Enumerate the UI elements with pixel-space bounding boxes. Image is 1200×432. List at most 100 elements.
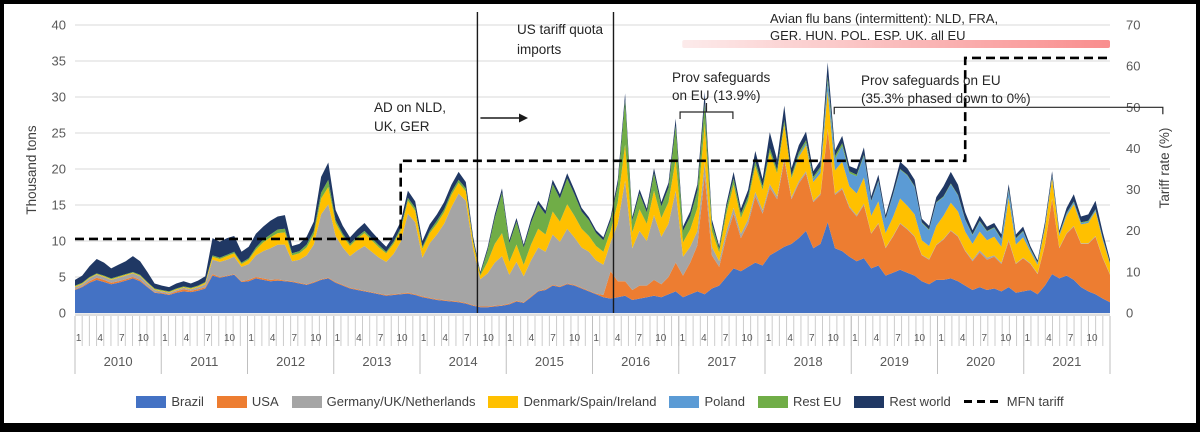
y-left-tick-label: 20 [52, 162, 66, 177]
legend-label: Poland [704, 394, 745, 409]
month-tick-label: 4 [701, 333, 707, 344]
legend-label: MFN tariff [1006, 394, 1064, 409]
area-series-poland [75, 81, 1110, 293]
y-right-tick-label: 0 [1126, 306, 1133, 321]
ad-label: UK, GER [374, 119, 430, 134]
year-label: 2017 [707, 354, 736, 369]
year-label: 2016 [621, 354, 650, 369]
month-tick-label: 7 [981, 333, 987, 344]
month-tick-label: 4 [442, 333, 448, 344]
month-tick-label: 10 [741, 333, 753, 344]
legend-swatch-rest-eu [757, 395, 788, 408]
avian-flu-duration-bar [682, 40, 1110, 48]
y-left-tick-label: 25 [52, 126, 66, 141]
month-tick-label: 10 [655, 333, 667, 344]
month-tick-label: 4 [1046, 333, 1052, 344]
area-series-germany-uk-netherlands [75, 128, 1110, 307]
year-label: 2021 [1052, 354, 1081, 369]
year-label: 2013 [362, 354, 391, 369]
y-right-tick-label: 30 [1126, 182, 1140, 197]
legend-item-poland: Poland [669, 394, 745, 409]
month-tick-label: 4 [960, 333, 966, 344]
month-tick-label: 1 [421, 333, 427, 344]
month-tick-label: 1 [938, 333, 944, 344]
y-left-tick-label: 40 [52, 18, 66, 33]
legend-label: Denmark/Spain/Ireland [523, 394, 657, 409]
month-tick-label: 10 [310, 333, 322, 344]
y-left-tick-label: 10 [52, 234, 66, 249]
legend-label: Brazil [171, 394, 204, 409]
area-series-brazil [75, 222, 1110, 313]
month-tick-label: 7 [550, 333, 556, 344]
month-tick-label: 7 [1068, 333, 1074, 344]
month-tick-label: 4 [529, 333, 535, 344]
legend-item-germany-uk-netherlands: Germany/UK/Netherlands [291, 394, 476, 409]
month-tick-label: 7 [205, 333, 211, 344]
safeguard-353-bracket [833, 106, 1164, 115]
year-label: 2015 [535, 354, 564, 369]
area-series-denmark-spain-ireland [75, 91, 1110, 293]
legend-label: Germany/UK/Netherlands [326, 394, 476, 409]
month-tick-label: 10 [1000, 333, 1012, 344]
y-right-tick-label: 40 [1126, 141, 1140, 156]
legend-swatch-rest-world [854, 395, 885, 408]
y-left-tick-label: 15 [52, 198, 66, 213]
safeguard-353-label: Prov safeguards on EU [861, 73, 1001, 88]
year-label: 2011 [190, 354, 218, 369]
legend-label: Rest EU [792, 394, 842, 409]
year-label: 2020 [966, 354, 995, 369]
y-left-tick-label: 5 [59, 270, 66, 285]
month-tick-label: 7 [809, 333, 815, 344]
month-tick-label: 7 [378, 333, 384, 344]
year-label: 2012 [276, 354, 305, 369]
safeguard-139-label: on EU (13.9%) [672, 88, 761, 103]
y-right-tick-label: 10 [1126, 264, 1140, 279]
month-tick-label: 1 [766, 333, 772, 344]
month-tick-label: 7 [636, 333, 642, 344]
month-tick-label: 10 [828, 333, 840, 344]
us-quota-label: imports [517, 42, 562, 57]
legend-label: USA [251, 394, 279, 409]
y-right-tick-label: 20 [1126, 223, 1140, 238]
y-left-tick-label: 0 [59, 306, 66, 321]
y-right-axis-title: Tariff rate (%) [1157, 128, 1172, 209]
ad-arrow-head-icon [519, 113, 528, 123]
month-tick-label: 1 [76, 333, 82, 344]
legend-swatch-brazil [136, 395, 167, 408]
month-tick-label: 1 [335, 333, 341, 344]
legend-swatch-germany-uk-netherlands [291, 395, 322, 408]
avian-flu-label: Avian flu bans (intermittent): NLD, FRA, [770, 11, 998, 26]
month-tick-label: 10 [569, 333, 581, 344]
month-tick-label: 10 [396, 333, 408, 344]
month-tick-label: 1 [680, 333, 686, 344]
y-left-axis-title: Thousand tons [24, 125, 39, 215]
legend-item-rest-world: Rest world [854, 394, 951, 409]
safeguard-139-bracket [679, 103, 734, 119]
us-quota-label: US tariff quota [517, 22, 604, 37]
avian-flu-label: GER, HUN, POL, ESP, UK, all EU [770, 28, 966, 43]
month-tick-label: 10 [483, 333, 495, 344]
month-tick-label: 4 [270, 333, 276, 344]
legend-item-brazil: Brazil [136, 394, 204, 409]
month-tick-label: 7 [464, 333, 470, 344]
legend-label: Rest world [889, 394, 951, 409]
year-label: 2014 [449, 354, 478, 369]
legend-item-mfn-tariff: MFN tariff [963, 394, 1064, 409]
month-tick-label: 4 [97, 333, 103, 344]
year-label: 2019 [880, 354, 909, 369]
month-tick-label: 10 [138, 333, 150, 344]
month-tick-label: 4 [356, 333, 362, 344]
month-tick-label: 1 [162, 333, 168, 344]
y-left-tick-label: 35 [52, 54, 66, 69]
month-tick-label: 1 [852, 333, 858, 344]
mfn-tariff-line [75, 56, 1110, 241]
month-tick-label: 1 [1025, 333, 1031, 344]
month-tick-label: 10 [1086, 333, 1098, 344]
month-tick-label: 10 [914, 333, 926, 344]
month-tick-label: 1 [593, 333, 599, 344]
month-tick-label: 4 [615, 333, 621, 344]
month-tick-label: 4 [874, 333, 880, 344]
month-tick-label: 4 [787, 333, 793, 344]
